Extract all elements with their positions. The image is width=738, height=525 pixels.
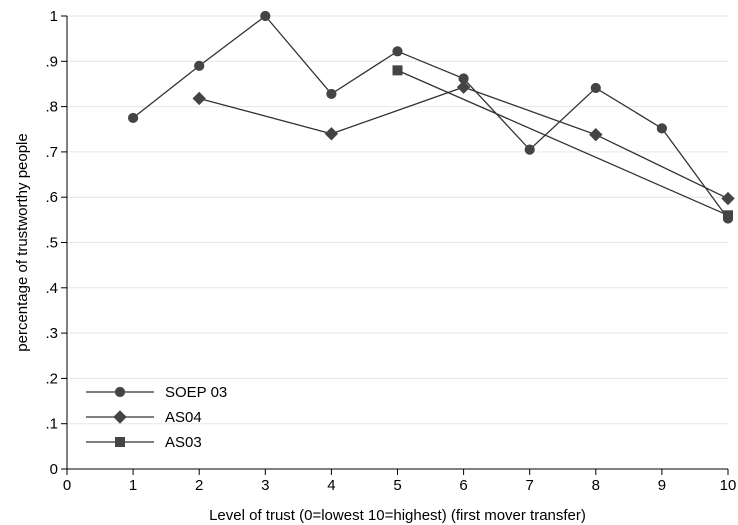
series-line	[397, 69, 729, 216]
y-axis-title: percentage of trustworthy people	[14, 133, 31, 351]
square-marker	[723, 210, 733, 221]
x-tick-label: 2	[195, 477, 203, 494]
circle-marker	[656, 123, 668, 134]
legend-label: SOEP 03	[165, 384, 227, 401]
legend-label: AS03	[165, 434, 202, 451]
y-tick-label: .4	[45, 280, 58, 297]
diamond-marker	[113, 410, 127, 424]
series-line	[132, 15, 729, 219]
series-group	[128, 10, 735, 224]
x-tick-label: 5	[393, 477, 401, 494]
y-tick-label: .2	[45, 370, 58, 387]
diamond-marker	[589, 127, 603, 142]
y-tick-label: 0	[50, 461, 58, 478]
square-marker	[115, 437, 125, 447]
series-line	[199, 86, 729, 200]
y-tick-label: .7	[45, 144, 58, 161]
diamond-marker	[721, 191, 735, 206]
y-tick-label: .5	[45, 235, 58, 252]
legend: SOEP 03 AS04 AS03	[86, 384, 227, 451]
legend-label: AS04	[165, 409, 202, 426]
y-tick-label: .3	[45, 325, 58, 342]
y-tick-label: .9	[45, 53, 58, 70]
diamond-marker	[456, 80, 471, 94]
x-tick-label: 6	[459, 477, 467, 494]
circle-marker	[590, 82, 601, 94]
y-tick-label: .6	[45, 189, 58, 206]
x-tick-label: 0	[63, 477, 71, 494]
y-tick-label: .1	[45, 416, 58, 433]
x-tick-label: 10	[720, 477, 737, 494]
x-tick-label: 4	[327, 477, 335, 494]
circle-marker	[524, 144, 535, 155]
x-tick-label: 8	[592, 477, 600, 494]
series-1	[192, 80, 735, 206]
circle-marker	[326, 88, 337, 100]
series-0	[128, 10, 734, 224]
x-tick-label: 9	[658, 477, 666, 494]
x-tick-label: 3	[261, 477, 269, 494]
y-tick-label: 1	[50, 8, 58, 25]
circle-marker	[260, 10, 271, 22]
circle-marker	[194, 60, 205, 71]
y-tick-label: .8	[45, 99, 58, 116]
series-2	[392, 65, 733, 221]
circle-marker	[128, 112, 139, 124]
circle-marker	[114, 386, 126, 398]
x-tick-label: 1	[129, 477, 137, 494]
diamond-marker	[192, 91, 206, 106]
x-axis-title: Level of trust (0=lowest 10=highest) (fi…	[209, 507, 586, 524]
square-marker	[392, 65, 403, 76]
diamond-marker	[324, 127, 339, 141]
tick-marks: 0.1.2.3.4.5.6.7.8.910 1 2 3 4 5 6 7 8 9 10	[45, 8, 736, 494]
x-tick-label: 7	[526, 477, 534, 494]
gridlines	[67, 15, 728, 425]
circle-marker	[392, 46, 403, 57]
